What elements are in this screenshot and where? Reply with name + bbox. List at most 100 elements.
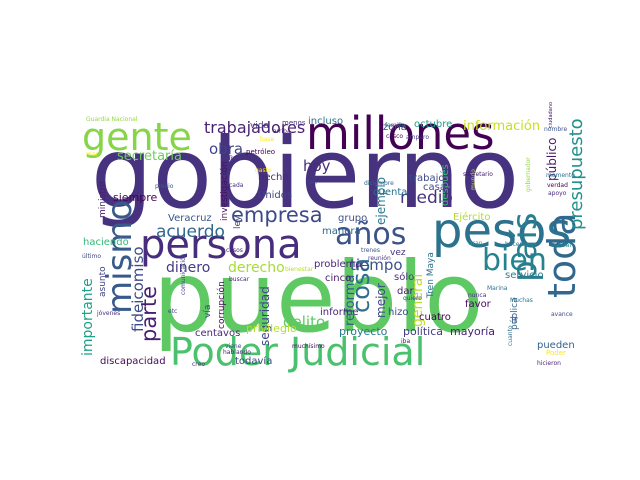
cloud-word-publica: pública bbox=[510, 297, 520, 330]
cloud-word-proyecto: proyecto bbox=[339, 325, 388, 338]
cloud-word-nunca: nunca bbox=[468, 292, 487, 299]
cloud-word-gran: Gran bbox=[468, 240, 483, 247]
cloud-word-petroleo: petróleo bbox=[246, 148, 275, 156]
cloud-word-apoyo: apoyo bbox=[548, 190, 567, 197]
cloud-word-despues: después bbox=[439, 164, 451, 206]
cloud-word-siempre: siempre bbox=[113, 191, 158, 204]
cloud-word-bien: bien bbox=[482, 243, 547, 278]
cloud-word-cuenta: cuenta bbox=[373, 187, 407, 198]
cloud-word-pueblo: pueblo bbox=[153, 241, 484, 354]
cloud-word-mar: mar bbox=[86, 151, 99, 158]
cloud-word-problema: problema bbox=[314, 259, 362, 270]
cloud-word-octubre: octubre bbox=[414, 119, 452, 130]
cloud-word-ir: ir bbox=[511, 315, 519, 326]
cloud-word-mismo: mismo bbox=[100, 200, 140, 314]
cloud-word-base: base bbox=[260, 136, 275, 143]
cloud-word-investigacion: investigación bbox=[219, 161, 230, 221]
cloud-word-via: vía bbox=[203, 305, 213, 318]
cloud-word-casco: casco bbox=[386, 133, 403, 140]
cloud-word-nombre: nombre bbox=[544, 126, 567, 133]
cloud-word-avance: avance bbox=[551, 311, 573, 318]
cloud-word-tan: tan bbox=[307, 179, 317, 186]
cloud-word-verdad: verdad bbox=[547, 182, 568, 189]
cloud-word-poder-judicial: Poder Judicial bbox=[170, 330, 425, 374]
cloud-word-todavia: todavía bbox=[235, 355, 272, 367]
cloud-word-cinco: cinco bbox=[325, 273, 351, 284]
cloud-word-toda: toda bbox=[540, 212, 584, 298]
cloud-word-muchas: Muchas bbox=[510, 297, 533, 304]
cloud-word-marina: Marina bbox=[487, 285, 508, 292]
cloud-word-gasto: gasto bbox=[255, 167, 272, 174]
cloud-word-familia: familia bbox=[385, 122, 406, 129]
cloud-word-tiempo: tiempo bbox=[350, 256, 403, 274]
cloud-word-grupo: grupo bbox=[338, 213, 367, 224]
cloud-word-bienestar: bienestar bbox=[285, 266, 314, 273]
cloud-word-casos: casos bbox=[226, 247, 243, 254]
cloud-word-pais: país bbox=[505, 212, 545, 282]
cloud-word-secretaria: secretaría bbox=[117, 149, 182, 164]
cloud-word-empresa: empresa bbox=[231, 203, 323, 227]
cloud-word-ministro: ministro bbox=[98, 181, 108, 218]
cloud-word-tren-maya: Tren Maya bbox=[426, 252, 436, 299]
cloud-word-etc: etc bbox=[168, 308, 177, 315]
cloud-word-dinero: dinero bbox=[166, 260, 210, 276]
cloud-word-casa: casa bbox=[423, 182, 446, 193]
cloud-word-trabajadores: trabajadores bbox=[204, 118, 305, 137]
cloud-word-solo: sólo bbox=[394, 271, 414, 283]
cloud-word-viene: viene bbox=[225, 343, 242, 350]
cloud-word-hablando: hablando bbox=[223, 349, 251, 356]
cloud-word-vida: vida bbox=[250, 121, 269, 131]
cloud-word-zona: zona bbox=[383, 122, 407, 133]
cloud-background bbox=[64, 118, 576, 366]
cloud-word-reunion: reunión bbox=[368, 255, 391, 262]
cloud-word-comunicacion: comunicación bbox=[180, 253, 187, 295]
cloud-word-hicieron: hicieron bbox=[537, 360, 561, 367]
cloud-word-creo: creo bbox=[192, 361, 205, 368]
cloud-word-medio: medio bbox=[400, 188, 453, 208]
cloud-word-tren: Tren bbox=[227, 155, 241, 162]
cloud-word-precio: precio bbox=[155, 183, 174, 190]
cloud-word-jovenes: jóvenes bbox=[96, 310, 120, 317]
cloud-word-corrupcion: corrupción bbox=[216, 281, 227, 329]
cloud-word-dar: dar bbox=[397, 286, 414, 297]
cloud-word-arriba: arriba bbox=[273, 128, 291, 135]
cloud-word-manera: manera bbox=[322, 226, 361, 237]
cloud-word-gobernador: gobernador bbox=[525, 157, 532, 192]
cloud-word-informe: informe bbox=[320, 307, 359, 318]
cloud-word-obra: obra bbox=[209, 140, 243, 158]
cloud-word-pesos: pesos bbox=[432, 203, 571, 259]
cloud-word-trenes: trenes bbox=[361, 247, 380, 254]
cloud-word-ley: ley bbox=[233, 215, 243, 229]
cloud-word-privilegio: privilegio bbox=[246, 322, 297, 335]
cloud-word-gente: gente bbox=[82, 115, 192, 159]
cloud-word-pueden: pueden bbox=[537, 340, 575, 351]
cloud-word-delito: delito bbox=[283, 313, 325, 331]
cloud-word-presupuesto: presupuesto bbox=[566, 118, 587, 230]
cloud-word-diciembre: diciembre bbox=[364, 180, 394, 187]
cloud-word-trabajo: trabajo bbox=[409, 173, 445, 184]
cloud-word-iba: iba bbox=[401, 338, 410, 345]
cloud-word-servicio: servicio bbox=[505, 270, 544, 281]
cloud-word-favor: favor bbox=[465, 299, 492, 310]
cloud-word-poder: Poder bbox=[546, 349, 566, 357]
cloud-word-acuerdo: acuerdo bbox=[156, 222, 225, 242]
cloud-word-mundo: mundo bbox=[470, 169, 477, 190]
cloud-word-discapacidad: discapacidad bbox=[100, 356, 166, 367]
cloud-word-asunto: asunto bbox=[98, 266, 108, 297]
cloud-word-hoy: hoy bbox=[303, 157, 331, 175]
cloud-word-social: social bbox=[554, 242, 571, 249]
cloud-word-hecho: hecho bbox=[258, 172, 288, 183]
cloud-word-amparo: amparo bbox=[406, 134, 429, 141]
cloud-word-cuatro: cuatro bbox=[419, 312, 451, 323]
cloud-word-ciudadano: ciudadano bbox=[548, 102, 554, 128]
cloud-word-importante: importante bbox=[80, 278, 96, 356]
cloud-word-fideicomiso: fideicomiso bbox=[129, 246, 147, 332]
cloud-word-menos: menos bbox=[282, 119, 306, 127]
cloud-word-informacion: información bbox=[463, 119, 540, 134]
cloud-word-gobierno: gobierno bbox=[91, 117, 519, 230]
cloud-word-hacer: hacer bbox=[505, 241, 522, 248]
cloud-word-mayoria: mayoría bbox=[450, 325, 495, 338]
cloud-word-ejercito: Ejército bbox=[453, 211, 490, 223]
